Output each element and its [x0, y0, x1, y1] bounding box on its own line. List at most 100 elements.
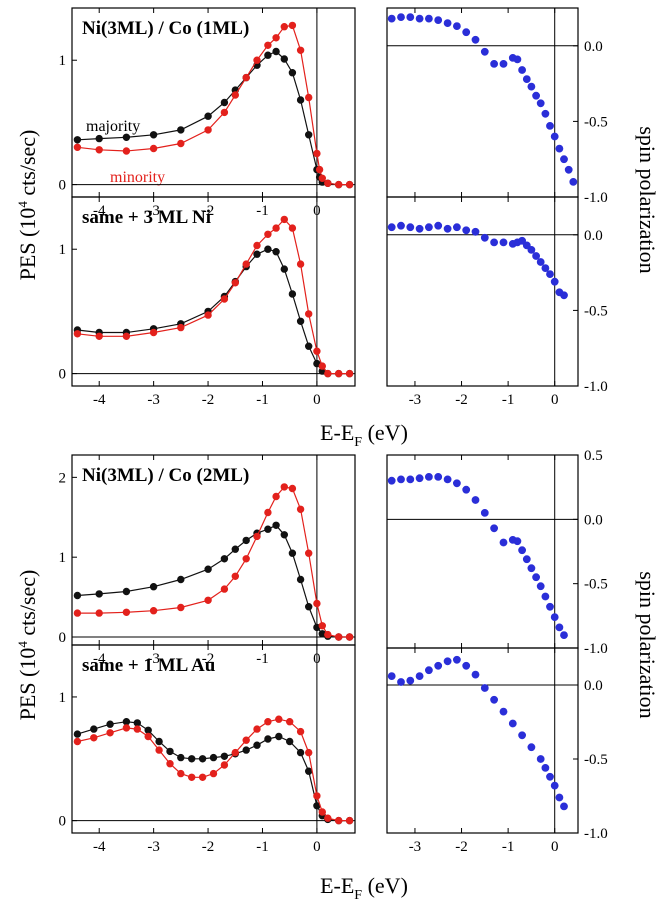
data-point-minority	[253, 241, 261, 250]
data-point-minority	[220, 585, 229, 593]
data-point	[406, 13, 415, 21]
data-point	[560, 631, 568, 639]
data-point	[424, 666, 433, 675]
data-point-majority	[275, 732, 283, 741]
data-point	[471, 496, 480, 504]
data-point	[415, 474, 424, 483]
data-point	[560, 155, 568, 164]
data-point	[490, 695, 498, 704]
panel-title: same + 1 ML Au	[82, 655, 216, 676]
x-tick-label: -4	[93, 203, 106, 219]
data-point	[415, 14, 424, 23]
data-point-minority	[95, 609, 103, 617]
data-point-minority	[177, 139, 185, 148]
panel-frame	[386, 7, 579, 198]
data-point-majority	[242, 536, 250, 545]
y-tick-label: -1.0	[584, 826, 608, 842]
data-point	[550, 613, 559, 621]
spin-ylabel-bottom: spin polarization	[635, 571, 660, 718]
y-tick-label: 1	[59, 550, 67, 566]
data-point-majority	[155, 737, 163, 746]
panel-7: 0.5 0.0 -0.5 -1.0	[386, 448, 608, 657]
data-point	[480, 509, 489, 517]
data-point	[434, 16, 443, 24]
data-point-minority	[345, 816, 354, 825]
data-point-minority	[253, 532, 261, 541]
data-point-majority	[90, 725, 98, 733]
data-point-majority	[73, 591, 82, 600]
data-point-majority	[286, 737, 294, 746]
data-point	[397, 678, 405, 686]
data-point	[471, 670, 480, 679]
data-point-minority	[73, 609, 82, 617]
y-tick-label: -0.5	[584, 577, 608, 593]
data-point-majority	[220, 555, 229, 563]
data-point-minority	[122, 147, 131, 155]
series-line-minority	[77, 486, 350, 638]
data-point	[415, 672, 424, 680]
data-point	[518, 731, 526, 740]
data-point	[397, 13, 405, 21]
y-tick-label: -1.0	[584, 379, 608, 395]
data-point	[555, 144, 564, 153]
data-point	[480, 684, 489, 692]
data-point-minority	[144, 732, 152, 741]
data-point-majority	[198, 755, 207, 763]
data-point-minority	[313, 149, 321, 158]
data-point	[499, 538, 508, 547]
series-line-minority	[77, 218, 350, 375]
panel-8: -3 -2 -1 0 0.0 -0.5 -1.0	[386, 647, 608, 855]
xlabel-bottom: E-EF (eV)	[320, 873, 408, 903]
x-tick-label: -4	[93, 392, 106, 408]
data-point	[518, 66, 526, 74]
data-point	[406, 475, 415, 484]
panel-title: Ni(3ML) / Co (2ML)	[82, 465, 249, 486]
data-point-majority	[204, 565, 212, 573]
panel-frame	[71, 644, 356, 834]
data-point-minority	[149, 144, 158, 153]
data-point-minority	[335, 369, 343, 378]
data-point-minority	[253, 725, 261, 733]
data-point	[443, 475, 452, 484]
data-point	[499, 238, 508, 247]
data-point-majority	[149, 582, 158, 591]
data-point-minority	[242, 555, 250, 563]
data-point-minority	[204, 126, 212, 134]
data-point-majority	[73, 730, 82, 738]
x-tick-label: -1	[256, 839, 269, 855]
data-point-minority	[324, 630, 332, 639]
x-tick-label: -1	[502, 839, 515, 855]
data-point	[541, 592, 550, 601]
data-point	[397, 221, 405, 230]
data-point	[536, 755, 545, 763]
data-point-minority	[122, 724, 131, 732]
y-tick-label: 2	[59, 470, 67, 486]
data-point-majority	[272, 248, 280, 256]
data-point-minority	[220, 761, 229, 769]
data-point-minority	[318, 174, 326, 183]
data-point	[480, 233, 489, 242]
data-point-minority	[288, 484, 297, 493]
data-point	[480, 47, 489, 56]
data-point	[443, 657, 452, 666]
data-point-minority	[177, 769, 185, 778]
data-point-majority	[296, 575, 305, 584]
data-point-majority	[106, 720, 114, 728]
data-point-minority	[345, 180, 354, 189]
legend-minority: minority	[110, 169, 165, 186]
data-point	[569, 177, 578, 186]
xlabel-top: E-EF (eV)	[320, 420, 408, 450]
data-point-minority	[231, 279, 240, 287]
data-point	[532, 91, 540, 100]
spin-ylabel-top: spin polarization	[635, 126, 660, 273]
data-point-minority	[95, 332, 103, 340]
data-point-minority	[318, 622, 326, 630]
data-point-majority	[220, 752, 229, 760]
data-point-minority	[272, 492, 280, 501]
x-tick-label: -1	[256, 392, 269, 408]
data-point	[541, 264, 550, 272]
pes-ylabel-bottom: PES (104 cts/sec)	[15, 570, 40, 721]
data-point	[452, 479, 461, 488]
panel-5: -4-3-2-10012Ni(3ML) / Co (2ML)	[59, 454, 356, 667]
